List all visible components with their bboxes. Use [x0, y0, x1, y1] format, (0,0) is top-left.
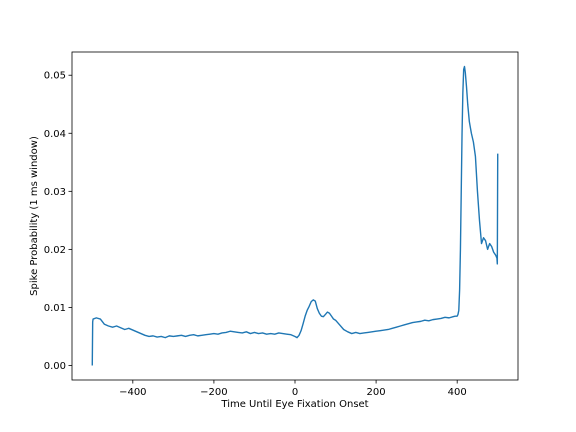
x-tick-label: −400 [119, 387, 146, 398]
x-tick-label: −200 [200, 387, 227, 398]
x-tick-label: 400 [448, 387, 467, 398]
series-line-0 [91, 65, 499, 366]
y-tick-label: 0.03 [44, 187, 66, 198]
series-layer [91, 65, 499, 366]
plot-frame [71, 51, 519, 381]
y-axis-label: Spike Probability (1 ms window) [29, 136, 40, 296]
x-tick-label: 200 [367, 387, 386, 398]
y-axis-ticks: 0.00 0.01 0.02 0.03 0.04 0.05 [44, 71, 72, 372]
y-tick-label: 0.00 [44, 361, 66, 372]
plot-area [72, 52, 518, 380]
y-tick-label: 0.02 [44, 245, 66, 256]
y-tick-label: 0.05 [44, 71, 66, 82]
y-tick-label: 0.01 [44, 303, 66, 314]
x-tick-label: 0 [292, 387, 298, 398]
x-axis-label: Time Until Eye Fixation Onset [220, 399, 368, 410]
x-axis-ticks: −400 −200 0 200 400 [119, 380, 467, 398]
y-tick-label: 0.04 [44, 129, 66, 140]
